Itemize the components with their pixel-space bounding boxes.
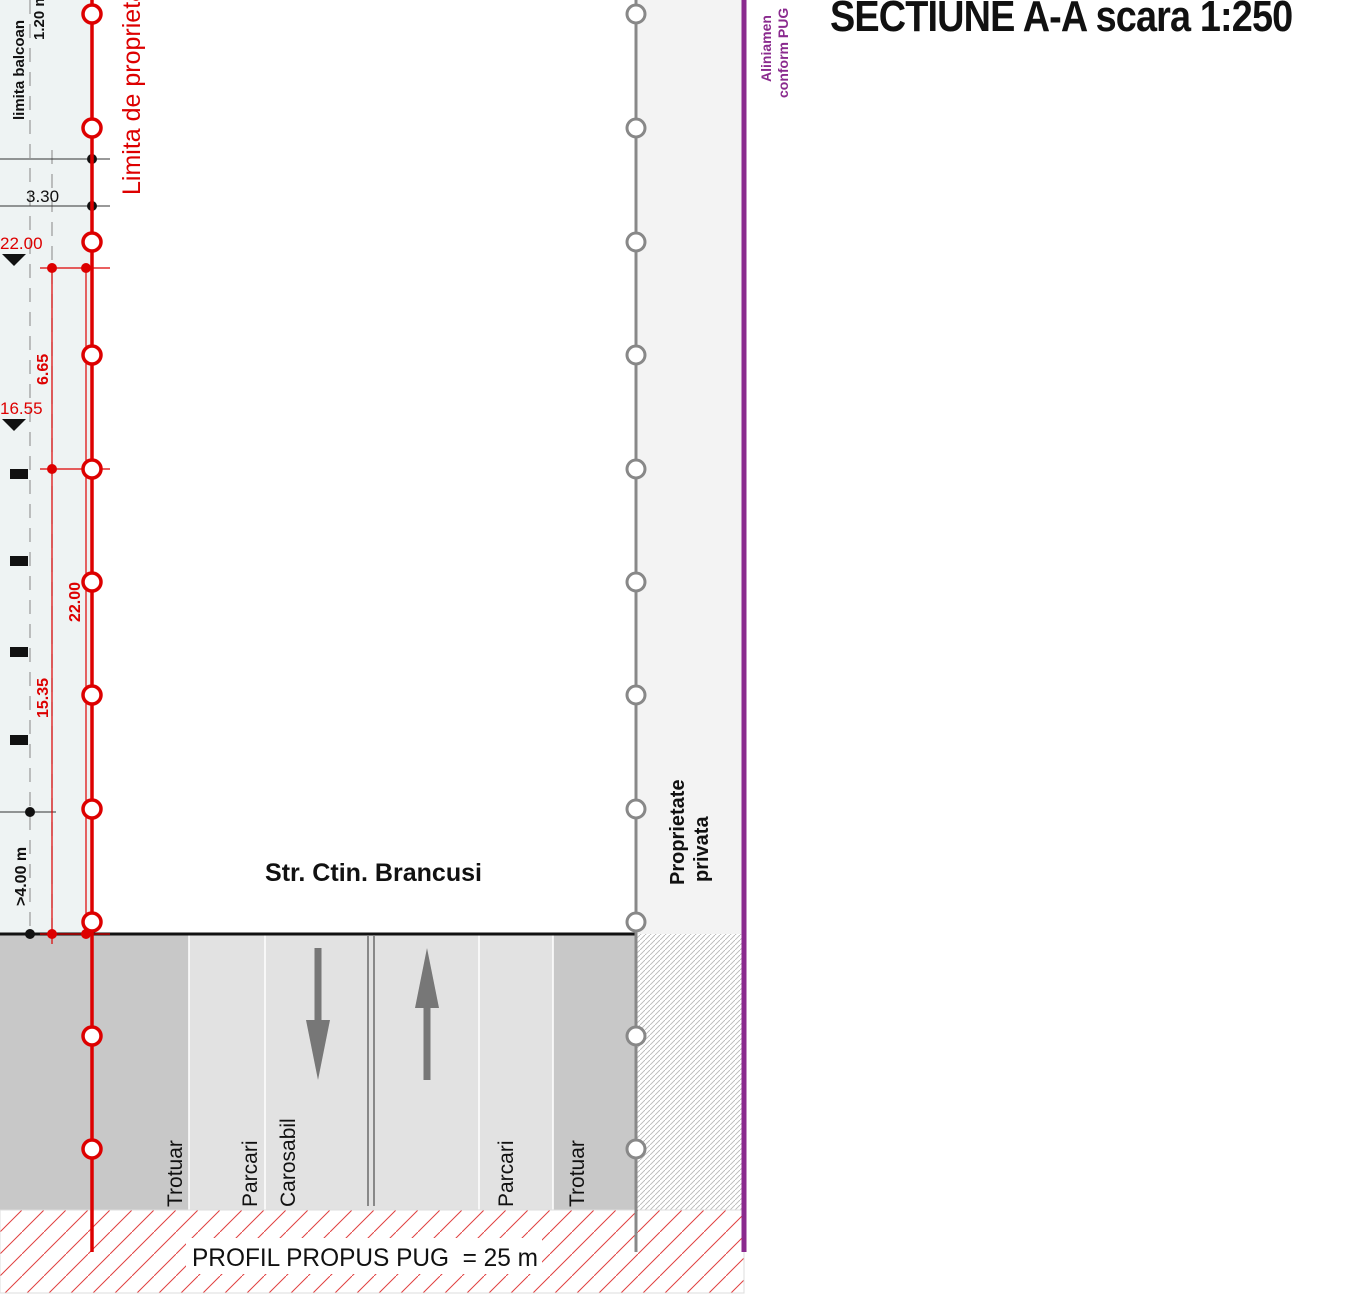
- dim-22-00: 22.00: [67, 582, 84, 622]
- level-marker-22: [2, 254, 26, 266]
- opposite-property-line: [625, 0, 647, 1252]
- dim-min-clearance: >4.00 m: [13, 847, 30, 906]
- property-limit-line: [81, 0, 103, 1252]
- street-name: Str. Ctin. Brancusi: [265, 859, 482, 887]
- balcony-width-label: 1.20 m: [31, 0, 48, 40]
- band-parking-left: [189, 934, 265, 1210]
- floor-slabs: [10, 469, 28, 745]
- private-property-area: [636, 0, 744, 934]
- private-property-label-line1: Proprietate: [667, 779, 689, 885]
- private-property-label-line2: privata: [691, 816, 713, 882]
- alignment-label-line2: conform PUG: [775, 8, 791, 98]
- private-hatch: [636, 934, 744, 1210]
- level-marker-16-55: [2, 419, 26, 431]
- section-title: SECTIUNE A-A scara 1:250: [830, 0, 1293, 41]
- band-sidewalk-right: [553, 934, 636, 1210]
- street-bands: [0, 934, 744, 1210]
- alignment-label-line1: Aliniamen: [758, 15, 774, 82]
- property-limit-label: Limita de proprietat: [118, 0, 146, 195]
- arrow-up-icon: [415, 948, 439, 1080]
- level-mid-value: 16.55: [0, 399, 43, 418]
- profile-label: PROFIL PROPUS PUG = 25 m: [192, 1244, 538, 1272]
- dim-6-65: 6.65: [35, 354, 52, 385]
- band-sidewalk-left: [0, 934, 189, 1210]
- profile-label-bg: [186, 1238, 542, 1274]
- balcony-limit-label: limita balcoan: [11, 20, 28, 120]
- band-parking-right: [479, 934, 553, 1210]
- band-label-sidewalk-left: Trotuar: [164, 1140, 187, 1207]
- band-label-sidewalk-right: Trotuar: [566, 1140, 589, 1207]
- band-label-parking-left: Parcari: [239, 1140, 262, 1207]
- level-top-value: 22.00: [0, 234, 43, 253]
- dim-setback: 3.30: [26, 187, 59, 206]
- building-area: [0, 0, 92, 934]
- arrow-down-icon: [306, 948, 330, 1080]
- dim-15-35: 15.35: [35, 678, 52, 718]
- band-label-parking-right: Parcari: [495, 1140, 518, 1207]
- band-label-road: Carosabil: [277, 1118, 300, 1207]
